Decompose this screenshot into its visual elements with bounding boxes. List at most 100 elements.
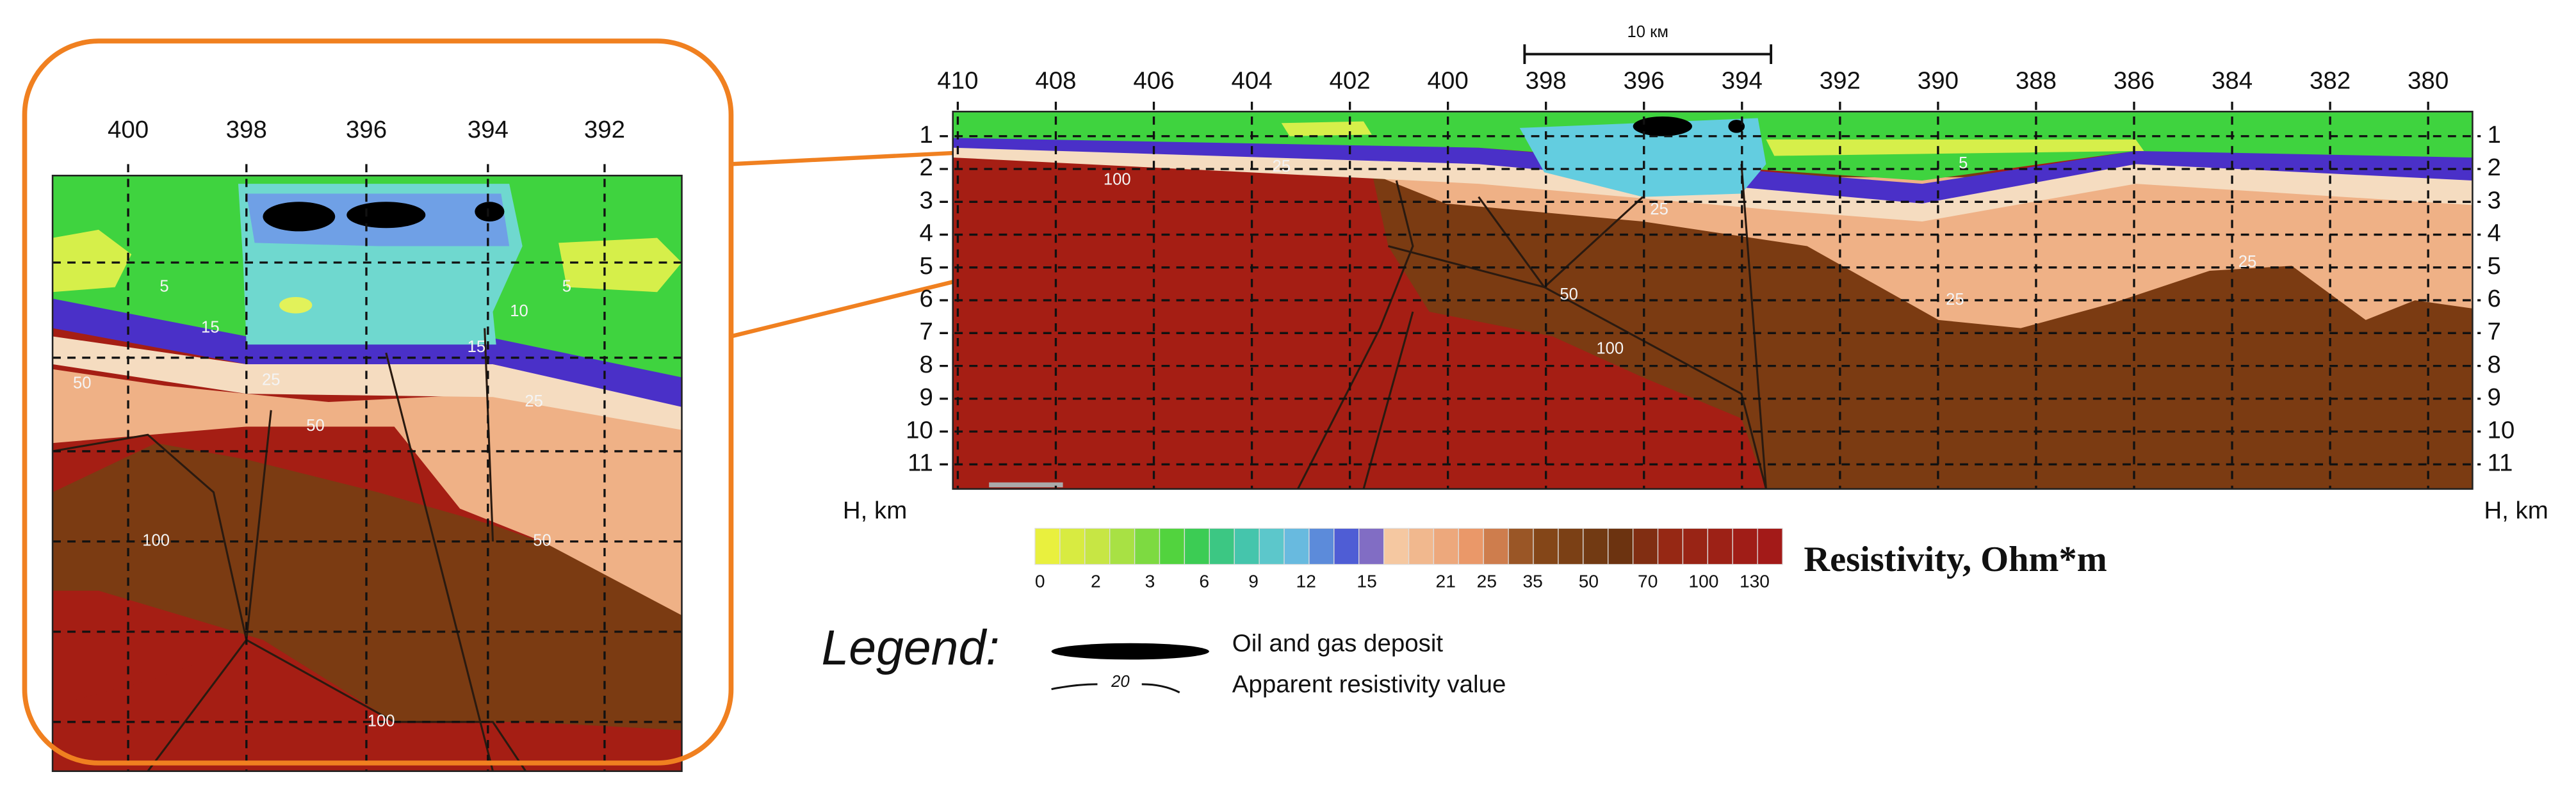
- depth-axis-label: H, km: [843, 497, 907, 524]
- oil-deposit: [1633, 116, 1693, 136]
- oil-deposit: [475, 202, 505, 222]
- colorbar-tick-label: 70: [1638, 570, 1658, 591]
- colorbar-cell: [1408, 527, 1435, 565]
- colorbar-cell: [1657, 527, 1684, 565]
- colorbar-cell: [1608, 527, 1634, 565]
- depth-tick-label: 7: [2487, 318, 2500, 346]
- depth-tick-label: 11: [908, 449, 933, 477]
- colorbar: [1034, 527, 1783, 565]
- legend-contour-symbol: [1051, 683, 1180, 694]
- colorbar-cell: [1109, 527, 1136, 565]
- colorbar-title: Resistivity, Ohm*m: [1804, 540, 2107, 579]
- inset-yellow: [53, 229, 132, 293]
- x-tick-label: 408: [1035, 67, 1076, 94]
- depth-tick-label: 4: [920, 220, 933, 247]
- contour-label: 100: [368, 712, 395, 730]
- depth-tick-label: 10: [906, 416, 933, 444]
- colorbar-cell: [1259, 527, 1285, 565]
- colorbar-cell: [1234, 527, 1260, 565]
- depth-tick-label: 2: [2487, 154, 2500, 181]
- colorbar-tick-label: 50: [1579, 570, 1599, 591]
- colorbar-tick-label: 100: [1688, 570, 1718, 591]
- colorbar-cell: [1508, 527, 1534, 565]
- colorbar-cell: [1682, 527, 1709, 565]
- depth-tick-label: 5: [920, 252, 933, 280]
- main-cyan: [1519, 118, 1766, 197]
- x-tick-label: 404: [1231, 67, 1272, 94]
- x-tick-label: 386: [2114, 67, 2155, 94]
- depth-tick-label: 4: [2487, 220, 2500, 247]
- x-tick-label: 392: [1820, 67, 1861, 94]
- x-tick-label: 402: [1330, 67, 1371, 94]
- oil-deposit: [346, 202, 426, 229]
- main-fault-lines: [1297, 164, 1767, 490]
- contour-label: 25: [2238, 253, 2257, 271]
- contour-label: 50: [1560, 285, 1578, 303]
- contour-label: 15: [201, 318, 220, 336]
- colorbar-cell: [1558, 527, 1584, 565]
- x-tick-label: 390: [1918, 67, 1959, 94]
- depth-tick-label: 3: [2487, 186, 2500, 214]
- x-tick-label: 394: [1722, 67, 1763, 94]
- inset-outline: [22, 38, 734, 766]
- contour-label: 100: [1596, 340, 1624, 358]
- colorbar-tick-label: 15: [1357, 570, 1376, 591]
- contour-label: 25: [262, 371, 281, 389]
- colorbar-cell: [1209, 527, 1235, 565]
- depth-tick-label: 6: [2487, 285, 2500, 312]
- colorbar-cell: [1707, 527, 1733, 565]
- contour-label: 100: [1104, 171, 1131, 189]
- colorbar-cell: [1533, 527, 1559, 565]
- depth-tick-label: 8: [920, 351, 933, 378]
- main-yellow: [1766, 139, 2144, 156]
- colorbar-cell: [1458, 527, 1484, 565]
- contour-label: 25: [1946, 291, 1964, 309]
- inset-frame: [51, 174, 683, 773]
- colorbar-tick-label: 130: [1740, 570, 1770, 591]
- inset-x-tick-label: 400: [108, 116, 149, 143]
- inset-yellow-spot: [279, 296, 313, 314]
- colorbar-cell: [1308, 527, 1335, 565]
- legend-item: Oil and gas deposit: [1232, 630, 1444, 657]
- x-tick-label: 396: [1624, 67, 1665, 94]
- legend-title: Legend:: [822, 620, 1000, 675]
- colorbar-cell: [1383, 527, 1410, 565]
- contour-label: 5: [1959, 154, 1968, 172]
- x-tick-label: 380: [2408, 67, 2449, 94]
- inset-x-tick-label: 392: [584, 116, 625, 143]
- contour-label: 50: [73, 374, 92, 392]
- depth-axis-label: H, km: [2484, 497, 2548, 524]
- depth-tick-label: 5: [2487, 252, 2500, 280]
- depth-tick-label: 2: [920, 154, 933, 181]
- x-tick-label: 400: [1428, 67, 1469, 94]
- depth-tick-label: 9: [2487, 383, 2500, 411]
- colorbar-cell: [1333, 527, 1360, 565]
- colorbar-cell: [1084, 527, 1111, 565]
- colorbar-cell: [1732, 527, 1758, 565]
- inset-yellow: [558, 237, 682, 293]
- colorbar-cell: [1633, 527, 1659, 565]
- depth-tick-label: 8: [2487, 351, 2500, 378]
- colorbar-cell: [1159, 527, 1186, 565]
- colorbar-tick-label: 21: [1436, 570, 1456, 591]
- contour-label: 25: [1650, 200, 1668, 218]
- x-tick-label: 388: [2016, 67, 2057, 94]
- colorbar-tick-label: 9: [1248, 570, 1259, 591]
- depth-tick-label: 9: [920, 383, 933, 411]
- colorbar-cell: [1358, 527, 1385, 565]
- colorbar-tick-label: 3: [1145, 570, 1155, 591]
- depth-tick-label: 10: [2487, 416, 2515, 444]
- oil-deposit: [1728, 120, 1745, 133]
- depth-tick-label: 6: [920, 285, 933, 312]
- colorbar-tick-label: 35: [1523, 570, 1543, 591]
- colorbar-tick-label: 12: [1296, 570, 1316, 591]
- colorbar-cell: [1059, 527, 1086, 565]
- inset-peach: [53, 369, 682, 616]
- scale-bar-label: 10 км: [1627, 23, 1668, 41]
- colorbar-cell: [1284, 527, 1310, 565]
- colorbar-cell: [1184, 527, 1210, 565]
- colorbar-tick-label: 25: [1477, 570, 1497, 591]
- x-tick-label: 384: [2212, 67, 2253, 94]
